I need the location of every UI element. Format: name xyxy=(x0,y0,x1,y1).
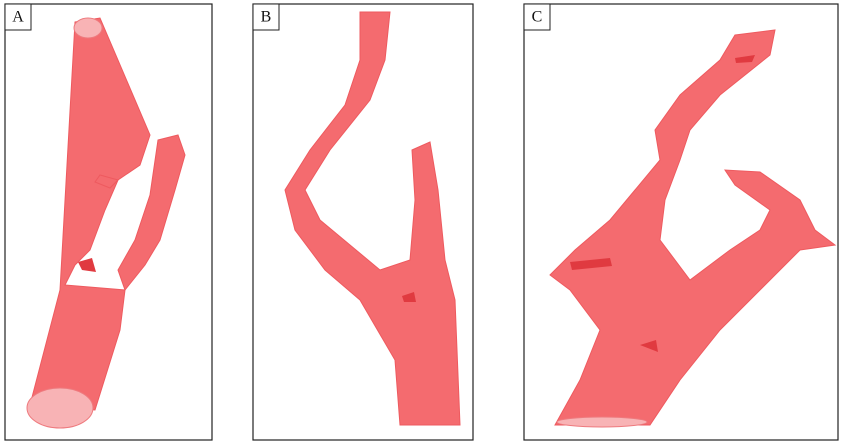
panel-c: C xyxy=(524,4,838,440)
vessel-cap xyxy=(74,18,102,38)
vessel-cap xyxy=(27,388,93,428)
vessel-cap xyxy=(557,417,647,427)
panel-label: C xyxy=(532,9,543,26)
panel-a: A xyxy=(5,4,212,440)
figure: A B C xyxy=(0,0,843,446)
panel-label: A xyxy=(12,9,24,26)
panel-label: B xyxy=(261,9,272,26)
panel-b: B xyxy=(253,4,473,440)
